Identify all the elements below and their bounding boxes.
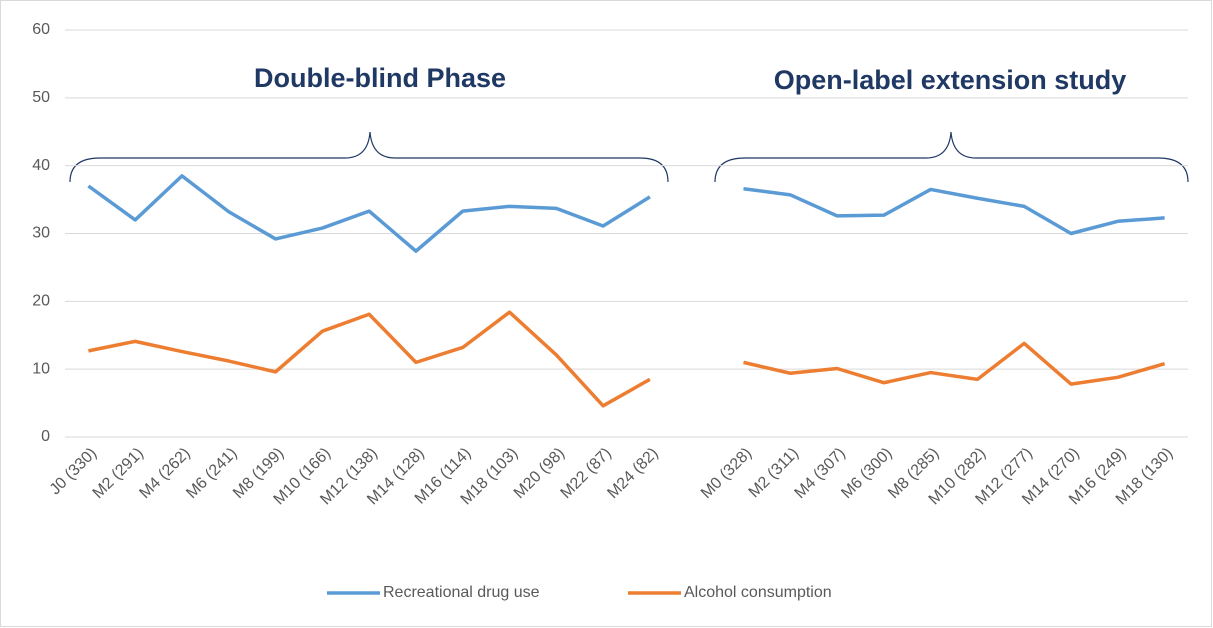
y-tick-label: 50 xyxy=(32,89,50,106)
brace xyxy=(714,131,1189,183)
legend-label: Alcohol consumption xyxy=(684,584,832,601)
line-series xyxy=(87,174,1165,253)
brace xyxy=(69,131,669,183)
y-tick-label: 20 xyxy=(32,293,50,310)
annotation: Open-label extension study xyxy=(774,65,1127,95)
y-tick-label: 40 xyxy=(32,157,50,174)
annotation: Double-blind Phase xyxy=(254,63,506,93)
y-tick-label: 10 xyxy=(32,360,50,377)
y-tick-label: 30 xyxy=(32,225,50,242)
y-tick-label: 60 xyxy=(32,21,50,38)
y-tick-label: 0 xyxy=(41,428,50,445)
legend-label: Recreational drug use xyxy=(383,584,540,601)
line-series xyxy=(88,310,1166,408)
